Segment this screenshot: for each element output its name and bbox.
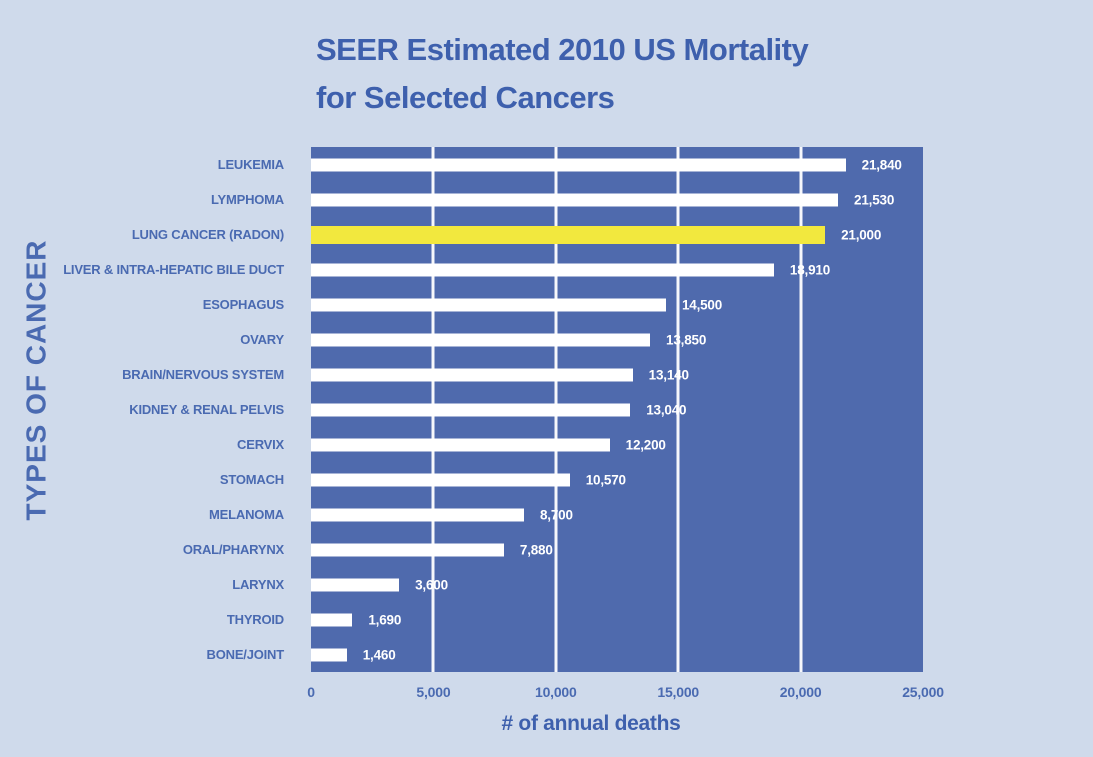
bar: [311, 298, 666, 311]
category-label: THYROID: [226, 612, 284, 627]
category-label-band: ORAL/PHARYNX: [0, 532, 298, 567]
value-label: 21,000: [841, 227, 882, 242]
bar: [311, 403, 631, 416]
x-tick: 10,000: [534, 684, 577, 700]
bar-row: 1,690: [311, 602, 923, 637]
category-label: ESOPHAGUS: [202, 297, 284, 312]
gridline-20000: [799, 147, 803, 672]
x-tick: 20,000: [779, 684, 822, 700]
bar: [311, 508, 524, 521]
x-tick: 25,000: [902, 684, 944, 700]
bar: [311, 648, 347, 661]
bar-row: 1,460: [311, 637, 923, 672]
bar: [311, 578, 400, 591]
gridline-15000: [676, 147, 680, 672]
chart-title-line2: for Selected Cancers: [316, 80, 615, 115]
category-label: MELANOMA: [209, 507, 284, 522]
bar: [311, 263, 774, 276]
x-axis-label: # of annual deaths: [501, 712, 681, 735]
bar-rows: 21,840 21,530 21,000 18,910 14,500 13,850 13,1…: [311, 147, 923, 672]
chart-title-line1: SEER Estimated 2010 US Mortality: [316, 32, 809, 67]
bar: [311, 473, 570, 486]
bar-row: 21,000: [311, 217, 923, 252]
value-label: 8,700: [539, 507, 573, 522]
bar-row: 18,910: [311, 252, 923, 287]
category-label: LIVER & INTRA-HEPATIC BILE DUCT: [63, 262, 284, 277]
value-label: 3,600: [415, 577, 448, 592]
category-label: KIDNEY & RENAL PELVIS: [129, 402, 284, 417]
bar: [311, 368, 633, 381]
x-tick: 0: [307, 684, 315, 700]
bar-row: 13,140: [311, 357, 923, 392]
category-label-band: LIVER & INTRA-HEPATIC BILE DUCT: [0, 252, 298, 287]
bar-row: 3,600: [311, 567, 923, 602]
value-label: 13,040: [646, 402, 687, 417]
category-label: BONE/JOINT: [206, 647, 285, 662]
value-label: 14,500: [681, 297, 723, 312]
value-label: 21,530: [854, 192, 895, 207]
category-label: LYMPHOMA: [210, 192, 284, 207]
category-label-band: BRAIN/NERVOUS SYSTEM: [0, 357, 298, 392]
category-label: STOMACH: [219, 472, 284, 487]
bar-row: 10,570: [311, 462, 923, 497]
bar: [311, 193, 839, 206]
category-labels-column: LEUKEMIA LYMPHOMA LUNG CANCER (RADON) LIVER…: [0, 147, 298, 672]
bar: [311, 438, 610, 451]
category-label-band: STOMACH: [0, 462, 298, 497]
bar: [311, 613, 353, 626]
category-label: CERVIX: [237, 437, 284, 452]
bar-row: 7,880: [311, 532, 923, 567]
bar: [311, 158, 846, 171]
category-label: ORAL/PHARYNX: [182, 542, 284, 557]
bar-row: 8,700: [311, 497, 923, 532]
category-label-band: KIDNEY & RENAL PELVIS: [0, 392, 298, 427]
chart-title: SEER Estimated 2010 US Mortality for Sel…: [316, 26, 809, 122]
category-label-band: MELANOMA: [0, 497, 298, 532]
x-tick: 5,000: [416, 684, 451, 700]
value-label: 12,200: [625, 437, 666, 452]
category-label-band: LYMPHOMA: [0, 182, 298, 217]
plot-area: 21,840 21,530 21,000 18,910 14,500 13,850 13,1…: [311, 147, 923, 672]
category-label: BRAIN/NERVOUS SYSTEM: [122, 367, 284, 382]
category-label-band: OVARY: [0, 322, 298, 357]
value-label: 18,910: [789, 262, 830, 277]
value-label: 10,570: [585, 472, 626, 487]
x-axis-ticks: 0 5,000 10,000 15,000 20,000 25,000: [307, 684, 944, 704]
x-tick: 15,000: [657, 684, 699, 700]
category-label-band: LUNG CANCER (RADON): [0, 217, 298, 252]
bar-highlighted: [311, 225, 826, 244]
category-label: LUNG CANCER (RADON): [131, 227, 284, 242]
category-label: OVARY: [240, 332, 284, 347]
category-label-band: THYROID: [0, 602, 298, 637]
bar-row: 12,200: [311, 427, 923, 462]
bar-row: 21,530: [311, 182, 923, 217]
bar-row: 13,850: [311, 322, 923, 357]
category-label-band: CERVIX: [0, 427, 298, 462]
value-label: 13,850: [666, 332, 707, 347]
bar: [311, 333, 651, 346]
category-label-band: ESOPHAGUS: [0, 287, 298, 322]
value-label: 13,140: [648, 367, 689, 382]
category-label-band: BONE/JOINT: [0, 637, 298, 672]
value-label: 1,690: [368, 612, 402, 627]
value-label: 1,460: [362, 647, 396, 662]
value-label: 7,880: [519, 542, 553, 557]
bar-row: 13,040: [311, 392, 923, 427]
category-label: LARYNX: [232, 577, 284, 592]
bar-row: 14,500: [311, 287, 923, 322]
category-label-band: LARYNX: [0, 567, 298, 602]
category-label-band: LEUKEMIA: [0, 147, 298, 182]
value-label: 21,840: [861, 157, 902, 172]
category-label: LEUKEMIA: [217, 157, 284, 172]
bar-row: 21,840: [311, 147, 923, 182]
bar: [311, 543, 504, 556]
